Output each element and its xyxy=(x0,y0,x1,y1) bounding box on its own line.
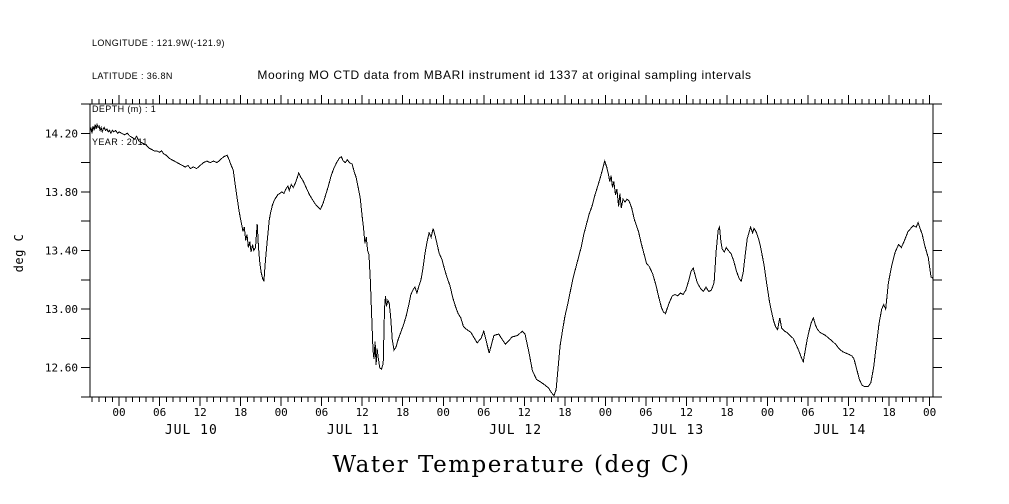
svg-text:18: 18 xyxy=(396,406,409,419)
svg-text:12.60: 12.60 xyxy=(45,362,78,375)
svg-text:13.40: 13.40 xyxy=(45,245,78,258)
svg-text:06: 06 xyxy=(477,406,490,419)
svg-text:00: 00 xyxy=(599,406,612,419)
svg-text:18: 18 xyxy=(558,406,571,419)
svg-text:JUL 13: JUL 13 xyxy=(651,423,704,438)
svg-text:12: 12 xyxy=(193,406,206,419)
svg-text:18: 18 xyxy=(234,406,247,419)
svg-text:00: 00 xyxy=(761,406,774,419)
svg-text:06: 06 xyxy=(801,406,814,419)
y-axis-ticks xyxy=(81,103,942,398)
svg-text:06: 06 xyxy=(315,406,328,419)
metadata-line-latitude: LATITUDE : 36.8N xyxy=(92,71,173,81)
svg-text:JUL 12: JUL 12 xyxy=(489,423,542,438)
svg-text:00: 00 xyxy=(437,406,450,419)
series-water-temperature xyxy=(89,122,934,397)
svg-text:13.80: 13.80 xyxy=(45,186,78,199)
axis-frame xyxy=(89,103,934,398)
x-axis-ticks xyxy=(91,95,931,406)
metadata-line-year: YEAR : 2011 xyxy=(92,137,148,147)
metadata-block: LONGITUDE : 121.9W(-121.9) LATITUDE : 36… xyxy=(92,16,225,170)
svg-text:06: 06 xyxy=(639,406,652,419)
svg-text:00: 00 xyxy=(923,406,936,419)
x-axis-day-labels: JUL 10 JUL 11 JUL 12 JUL 13 JUL 14 xyxy=(165,423,866,438)
svg-text:00: 00 xyxy=(275,406,288,419)
svg-text:06: 06 xyxy=(153,406,166,419)
svg-text:JUL 11: JUL 11 xyxy=(327,423,380,438)
svg-text:13.00: 13.00 xyxy=(45,303,78,316)
svg-text:JUL 10: JUL 10 xyxy=(165,423,218,438)
y-axis-label: deg C xyxy=(12,233,26,273)
metadata-line-depth: DEPTH (m) : 1 xyxy=(92,104,157,114)
svg-text:00: 00 xyxy=(112,406,125,419)
y-axis-tick-labels: 12.60 13.00 13.40 13.80 14.20 xyxy=(45,127,78,374)
chart-title: Mooring MO CTD data from MBARI instrumen… xyxy=(257,68,752,82)
x-axis-tick-labels: 00 06 12 18 00 06 12 18 00 06 12 18 00 06 12 18 00 06 12 18… xyxy=(112,406,936,419)
svg-text:18: 18 xyxy=(720,406,733,419)
svg-text:14.20: 14.20 xyxy=(45,127,78,140)
svg-text:12: 12 xyxy=(680,406,693,419)
svg-text:18: 18 xyxy=(882,406,895,419)
svg-text:12: 12 xyxy=(356,406,369,419)
svg-text:JUL 14: JUL 14 xyxy=(813,423,866,438)
svg-text:12: 12 xyxy=(842,406,855,419)
x-axis-caption: Water Temperature (deg C) xyxy=(332,452,691,478)
metadata-line-longitude: LONGITUDE : 121.9W(-121.9) xyxy=(92,38,225,48)
svg-text:12: 12 xyxy=(518,406,531,419)
